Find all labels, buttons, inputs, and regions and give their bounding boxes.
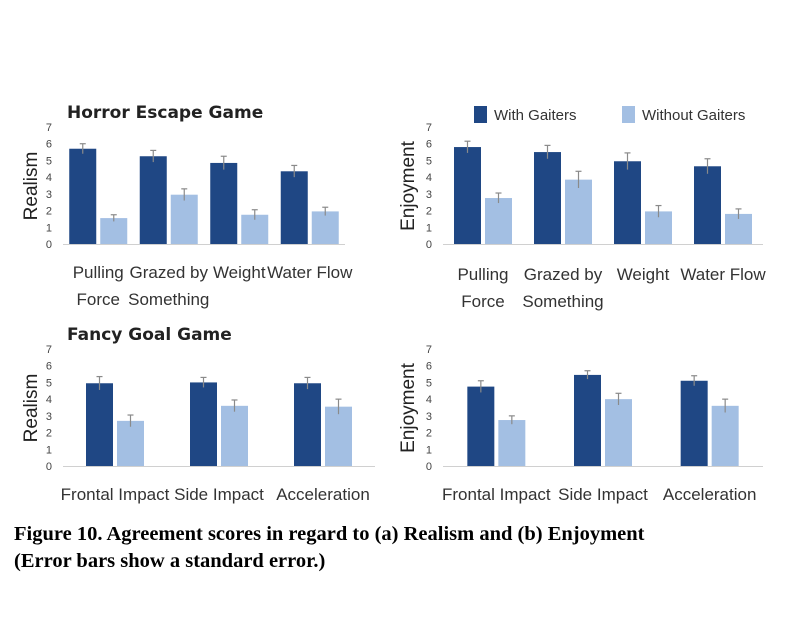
chart-panel-2: Enjoyment 0 1 2 3 4 5 6 7 Pulling Force Grazed by So… (398, 122, 766, 311)
y-tick-label: 7 (426, 122, 432, 134)
y-tick-label: 2 (426, 206, 432, 218)
x-category-label: Force (77, 290, 120, 309)
x-category-label: Frontal Impact (61, 485, 170, 504)
x-category-label: Frontal Impact (442, 485, 551, 504)
bar-without-gaiters (170, 194, 198, 244)
x-category-label: Acceleration (276, 485, 370, 504)
bar-with-gaiters (454, 147, 481, 244)
y-tick-label: 5 (46, 377, 52, 389)
x-category-label: Water Flow (267, 263, 353, 282)
y-axis-label: Enjoyment (398, 140, 419, 230)
bar-without-gaiters (485, 198, 512, 244)
y-tick-label: 0 (46, 461, 52, 473)
x-category-label: Force (461, 292, 504, 311)
chart-title: Horror Escape Game (67, 103, 263, 123)
chart-panels: Horror Escape Game Realism 0 1 2 3 4 5 6 7 Pulling… (21, 103, 766, 504)
bar-without-gaiters (605, 399, 632, 466)
y-tick-label: 4 (426, 172, 432, 184)
y-tick-label: 5 (426, 377, 432, 389)
chart-panel-3: Fancy Goal Game Realism 0 1 2 3 4 5 6 7 Frontal Im… (21, 325, 375, 504)
y-tick-label: 4 (426, 394, 432, 406)
bar-without-gaiters (221, 405, 248, 466)
y-tick-label: 0 (46, 239, 52, 251)
y-tick-label: 5 (46, 155, 52, 167)
y-tick-label: 3 (46, 189, 52, 201)
bar-without-gaiters (100, 218, 128, 244)
bar-with-gaiters (294, 383, 321, 466)
y-tick-label: 1 (426, 444, 432, 456)
caption-line-1: Figure 10. Agreement scores in regard to… (14, 523, 645, 545)
bar-with-gaiters (69, 148, 97, 244)
bar-with-gaiters (210, 162, 238, 244)
x-category-label: Pulling (73, 263, 124, 282)
y-tick-label: 2 (46, 428, 52, 440)
x-category-label: Something (128, 290, 209, 309)
y-axis-label: Enjoyment (398, 362, 419, 452)
figure-caption: Figure 10. Agreement scores in regard to… (14, 521, 794, 575)
y-tick-label: 4 (46, 172, 52, 184)
legend-swatch-1 (474, 106, 487, 123)
y-tick-label: 1 (426, 222, 432, 234)
bar-without-gaiters (498, 420, 526, 466)
y-tick-label: 6 (46, 139, 52, 151)
legend: With Gaiters Without Gaiters (474, 106, 745, 124)
x-category-label: Side Impact (174, 485, 264, 504)
bar-without-gaiters (311, 211, 339, 244)
bar-with-gaiters (574, 374, 601, 466)
x-category-label: Grazed by (524, 265, 603, 284)
y-tick-label: 7 (426, 344, 432, 356)
bar-with-gaiters (190, 382, 217, 466)
y-tick-label: 6 (46, 361, 52, 373)
bar-with-gaiters (139, 156, 167, 244)
x-category-label: Weight (213, 263, 266, 282)
bar-without-gaiters (565, 179, 592, 244)
y-tick-label: 1 (46, 444, 52, 456)
bar-with-gaiters (614, 161, 641, 244)
x-category-label: Acceleration (663, 485, 757, 504)
x-category-label: Grazed by (130, 263, 209, 282)
chart-title: Fancy Goal Game (67, 325, 232, 345)
legend-label-1: With Gaiters (494, 107, 577, 124)
bar-with-gaiters (680, 380, 708, 466)
y-tick-label: 1 (46, 222, 52, 234)
y-tick-label: 6 (426, 361, 432, 373)
y-tick-label: 7 (46, 344, 52, 356)
y-tick-label: 0 (426, 461, 432, 473)
y-tick-label: 3 (426, 411, 432, 423)
bar-with-gaiters (280, 171, 308, 244)
y-tick-label: 6 (426, 139, 432, 151)
y-tick-label: 2 (426, 428, 432, 440)
bar-without-gaiters (325, 406, 352, 466)
legend-label-2: Without Gaiters (642, 107, 745, 124)
y-tick-label: 4 (46, 394, 52, 406)
x-category-label: Side Impact (558, 485, 648, 504)
chart-panel-1: Horror Escape Game Realism 0 1 2 3 4 5 6 7 Pulling… (21, 103, 353, 309)
y-tick-label: 3 (46, 411, 52, 423)
bar-with-gaiters (694, 166, 721, 244)
y-tick-label: 3 (426, 189, 432, 201)
y-axis-label: Realism (21, 374, 42, 443)
x-category-label: Weight (617, 265, 670, 284)
x-category-label: Something (522, 292, 603, 311)
y-tick-label: 5 (426, 155, 432, 167)
x-category-label: Pulling (457, 265, 508, 284)
x-category-label: Water Flow (680, 265, 766, 284)
caption-line-2: (Error bars show a standard error.) (14, 550, 326, 572)
bar-with-gaiters (467, 386, 495, 466)
y-tick-label: 7 (46, 122, 52, 134)
y-tick-label: 0 (426, 239, 432, 251)
bar-without-gaiters (711, 405, 739, 466)
bar-without-gaiters (117, 420, 144, 466)
legend-swatch-2 (622, 106, 635, 123)
bar-with-gaiters (86, 383, 113, 466)
y-axis-label: Realism (21, 152, 42, 221)
bar-with-gaiters (534, 152, 561, 244)
y-tick-label: 2 (46, 206, 52, 218)
chart-panel-4: Enjoyment 0 1 2 3 4 5 6 7 Frontal Impact Side Impa… (398, 344, 763, 504)
